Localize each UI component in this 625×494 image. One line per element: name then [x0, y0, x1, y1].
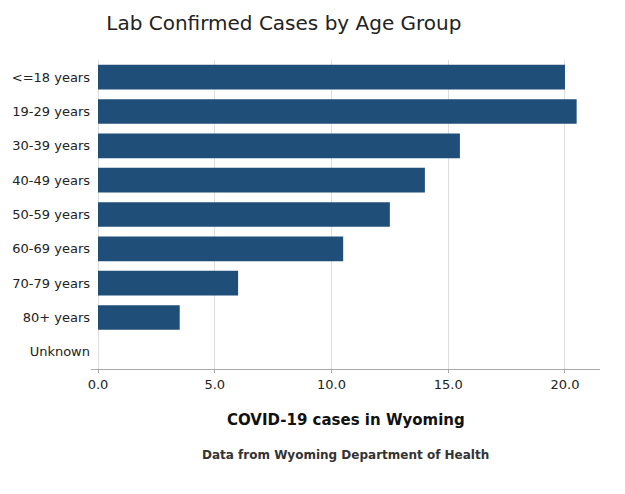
- svg-text:Data from Wyoming Department o: Data from Wyoming Department of Health: [202, 448, 489, 462]
- svg-text:50-59 years: 50-59 years: [12, 207, 90, 222]
- svg-text:19-29 years: 19-29 years: [12, 104, 90, 119]
- svg-text:Unknown: Unknown: [30, 344, 90, 359]
- svg-text:5.0: 5.0: [204, 377, 225, 392]
- svg-text:0.0: 0.0: [88, 377, 109, 392]
- svg-text:40-49 years: 40-49 years: [12, 173, 90, 188]
- svg-text:30-39 years: 30-39 years: [12, 138, 90, 153]
- svg-text:10.0: 10.0: [317, 377, 346, 392]
- svg-text:60-69 years: 60-69 years: [12, 241, 90, 256]
- svg-text:Lab Confirmed Cases by Age Gro: Lab Confirmed Cases by Age Group: [106, 11, 461, 35]
- svg-text:80+ years: 80+ years: [23, 310, 91, 325]
- svg-text:20.0: 20.0: [551, 377, 580, 392]
- svg-text:COVID-19 cases in Wyoming: COVID-19 cases in Wyoming: [227, 411, 465, 429]
- svg-text:15.0: 15.0: [434, 377, 463, 392]
- svg-text:70-79 years: 70-79 years: [12, 276, 90, 291]
- svg-text:<=18 years: <=18 years: [12, 70, 90, 85]
